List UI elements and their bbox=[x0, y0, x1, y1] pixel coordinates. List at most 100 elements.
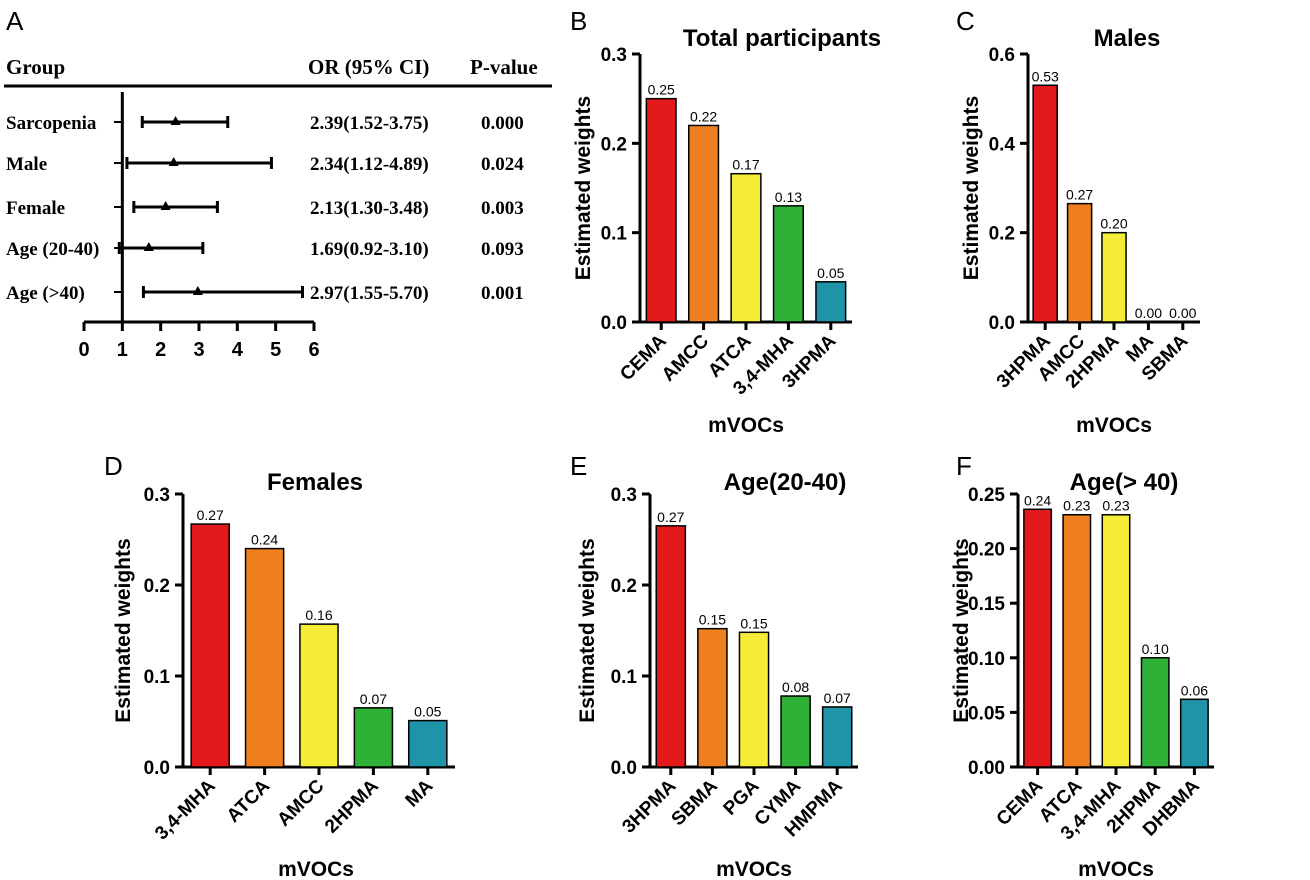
bar-value-label: 0.22 bbox=[690, 108, 717, 124]
bar-value-label: 0.13 bbox=[775, 189, 802, 205]
bar-value-label: 0.27 bbox=[657, 509, 684, 525]
forest-row: Age (20-40) 1.69(0.92-3.10) 0.093 bbox=[6, 239, 524, 260]
bar bbox=[299, 623, 339, 768]
y-tick-label: 0.3 bbox=[601, 45, 627, 66]
forest-or-marker bbox=[192, 286, 203, 295]
panel-a-forest-plot: A Group OR (95% CI) P-value 0 1 2 3 4 5 6 Sarcopeni… bbox=[4, 6, 552, 361]
bar bbox=[1066, 202, 1093, 323]
y-tick-label: 0.6 bbox=[989, 45, 1015, 66]
panel-label-b: B bbox=[570, 6, 587, 36]
y-tick-label: 0.10 bbox=[968, 649, 1005, 670]
bar bbox=[1101, 513, 1131, 768]
forest-or-marker bbox=[170, 116, 181, 125]
bar bbox=[821, 706, 853, 768]
forest-x-tick-label: 4 bbox=[232, 339, 244, 361]
y-tick-label: 0.0 bbox=[989, 313, 1015, 334]
bar bbox=[772, 205, 804, 323]
forest-x-tick-label: 6 bbox=[308, 339, 319, 361]
forest-or-marker bbox=[160, 201, 171, 210]
chart-title: Total participants bbox=[683, 25, 881, 52]
y-tick-label: 0.4 bbox=[989, 134, 1016, 155]
y-axis-title: Estimated weights bbox=[112, 538, 135, 722]
bar-value-label: 0.23 bbox=[1102, 498, 1129, 514]
bar bbox=[190, 523, 230, 768]
forest-row-label: Male bbox=[6, 154, 47, 175]
bar-value-label: 0.16 bbox=[305, 607, 332, 623]
bar bbox=[1101, 231, 1127, 323]
y-axis-title: Estimated weights bbox=[950, 538, 973, 722]
forest-or-value: 2.13(1.30-3.48) bbox=[310, 198, 429, 219]
forest-or-value: 2.39(1.52-3.75) bbox=[310, 113, 429, 134]
x-axis-title: mVOCs bbox=[1076, 414, 1152, 437]
bar bbox=[815, 281, 847, 323]
bar-value-label: 0.00 bbox=[1135, 305, 1162, 321]
forest-row: Age (>40) 2.97(1.55-5.70) 0.001 bbox=[6, 283, 524, 304]
forest-row: Male 2.34(1.12-4.89) 0.024 bbox=[6, 154, 524, 175]
forest-row-label: Sarcopenia bbox=[6, 113, 97, 134]
bar bbox=[688, 124, 720, 323]
bar bbox=[1032, 84, 1058, 323]
panel-label-e: E bbox=[570, 451, 587, 481]
y-tick-label: 0.3 bbox=[611, 485, 637, 506]
bar bbox=[408, 719, 448, 768]
bar-value-label: 0.20 bbox=[1100, 216, 1127, 232]
forest-x-tick-label: 0 bbox=[78, 339, 89, 361]
bar-value-label: 0.24 bbox=[251, 532, 278, 548]
bar-value-label: 0.27 bbox=[1066, 187, 1093, 203]
panel-e-bar-chart: E Age(20-40) 0.0 0.1 0.2 0.3 Estimated weights… bbox=[570, 451, 858, 880]
bar bbox=[1140, 657, 1170, 768]
forest-p-value: 0.093 bbox=[481, 239, 524, 260]
forest-row-label: Age (>40) bbox=[6, 283, 85, 304]
bar-value-label: 0.07 bbox=[360, 691, 387, 707]
forest-or-value: 1.69(0.92-3.10) bbox=[310, 239, 429, 260]
bar-value-label: 0.05 bbox=[817, 265, 844, 281]
y-tick-label: 0.0 bbox=[611, 758, 637, 779]
bar-value-label: 0.00 bbox=[1169, 305, 1196, 321]
bar-value-label: 0.08 bbox=[782, 679, 809, 695]
y-tick-label: 0.15 bbox=[968, 594, 1005, 615]
forest-row-label: Female bbox=[6, 198, 65, 219]
bar bbox=[730, 172, 762, 323]
bar bbox=[1023, 508, 1053, 768]
bar-value-label: 0.17 bbox=[732, 157, 759, 173]
bar-value-label: 0.15 bbox=[699, 612, 726, 628]
forest-or-value: 2.97(1.55-5.70) bbox=[310, 283, 429, 304]
y-tick-label: 0.00 bbox=[968, 758, 1005, 779]
bar bbox=[738, 631, 770, 768]
x-axis-title: mVOCs bbox=[1078, 858, 1154, 880]
forest-or-marker bbox=[168, 157, 179, 166]
forest-row: Female 2.13(1.30-3.48) 0.003 bbox=[6, 198, 524, 219]
y-tick-label: 0.3 bbox=[144, 485, 170, 506]
bar-value-label: 0.23 bbox=[1063, 498, 1090, 514]
chart-title: Age(> 40) bbox=[1070, 469, 1179, 496]
forest-x-tick-label: 2 bbox=[155, 339, 166, 361]
y-tick-label: 0.0 bbox=[601, 313, 627, 334]
bar bbox=[655, 525, 687, 768]
panel-label-c: C bbox=[956, 6, 975, 36]
forest-x-tick-label: 3 bbox=[193, 339, 204, 361]
y-tick-label: 0.1 bbox=[144, 667, 171, 688]
y-tick-label: 0.2 bbox=[611, 576, 637, 597]
bar bbox=[697, 627, 728, 768]
bar-value-label: 0.27 bbox=[197, 507, 224, 523]
y-tick-label: 0.2 bbox=[989, 224, 1015, 245]
chart-title: Males bbox=[1094, 25, 1161, 52]
bar bbox=[780, 695, 811, 768]
bar-value-label: 0.24 bbox=[1024, 492, 1051, 508]
forest-header-pvalue: P-value bbox=[470, 55, 538, 79]
chart-title: Females bbox=[267, 469, 363, 496]
x-axis-title: mVOCs bbox=[716, 858, 792, 880]
bar-value-label: 0.07 bbox=[824, 690, 851, 706]
y-tick-label: 0.2 bbox=[601, 134, 627, 155]
forest-x-tick-label: 5 bbox=[270, 339, 281, 361]
forest-header-group: Group bbox=[6, 55, 65, 79]
x-axis-title: mVOCs bbox=[708, 414, 784, 437]
bar-value-label: 0.06 bbox=[1181, 682, 1208, 698]
bar-value-label: 0.05 bbox=[414, 704, 441, 720]
forest-p-value: 0.003 bbox=[481, 198, 524, 219]
forest-or-marker bbox=[143, 242, 154, 251]
panel-label-f: F bbox=[956, 451, 972, 481]
forest-p-value: 0.024 bbox=[481, 154, 524, 175]
bar-value-label: 0.25 bbox=[648, 82, 675, 98]
